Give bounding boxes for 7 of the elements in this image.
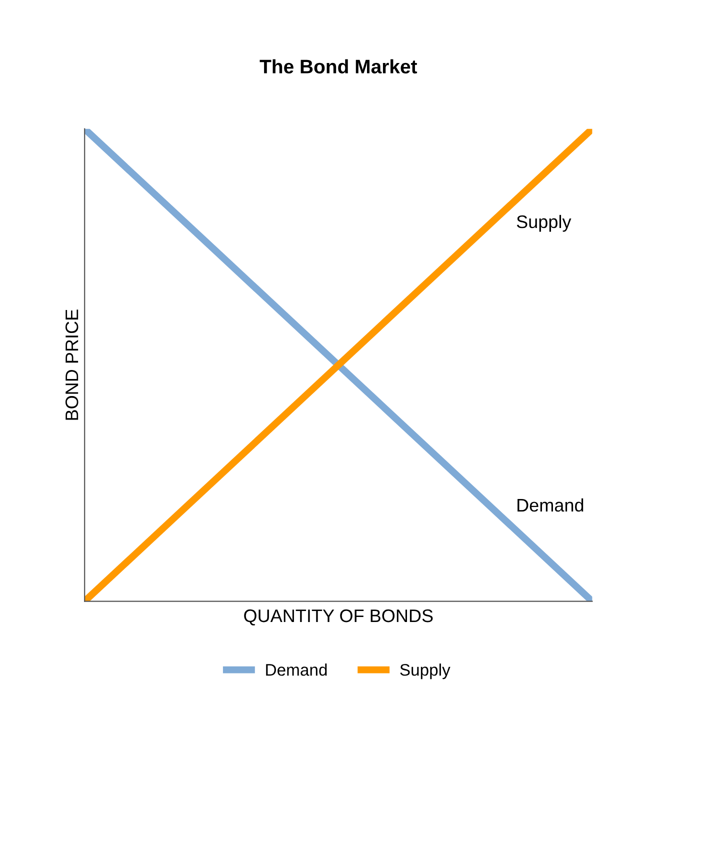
- legend-label: Demand: [266, 664, 327, 676]
- legend-label: Supply: [400, 664, 450, 680]
- text: Supply: [516, 214, 572, 232]
- chart-title: The Bond Market: [260, 59, 418, 74]
- text: Demand: [518, 498, 584, 512]
- y-axis-title: BOND PRICE: [65, 310, 78, 420]
- x-axis-title: QUANTITY OF BONDS: [244, 609, 433, 626]
